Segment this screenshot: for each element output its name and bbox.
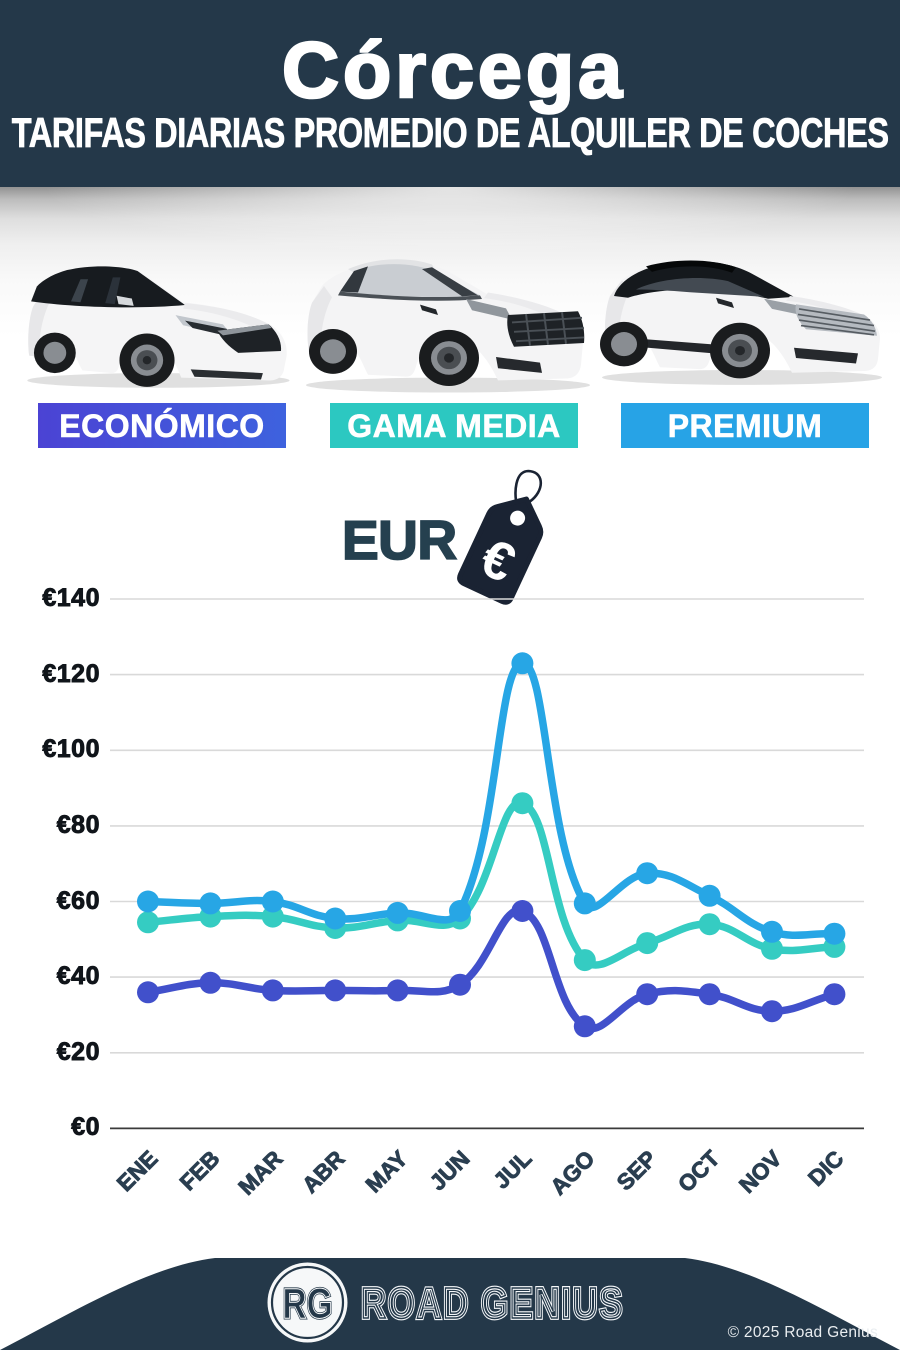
svg-text:ROAD GENIUS: ROAD GENIUS — [361, 1279, 624, 1328]
svg-text:ROAD GENIUS: ROAD GENIUS — [361, 1279, 624, 1328]
svg-text:RG: RG — [283, 1280, 333, 1328]
svg-text:RG: RG — [283, 1280, 333, 1328]
